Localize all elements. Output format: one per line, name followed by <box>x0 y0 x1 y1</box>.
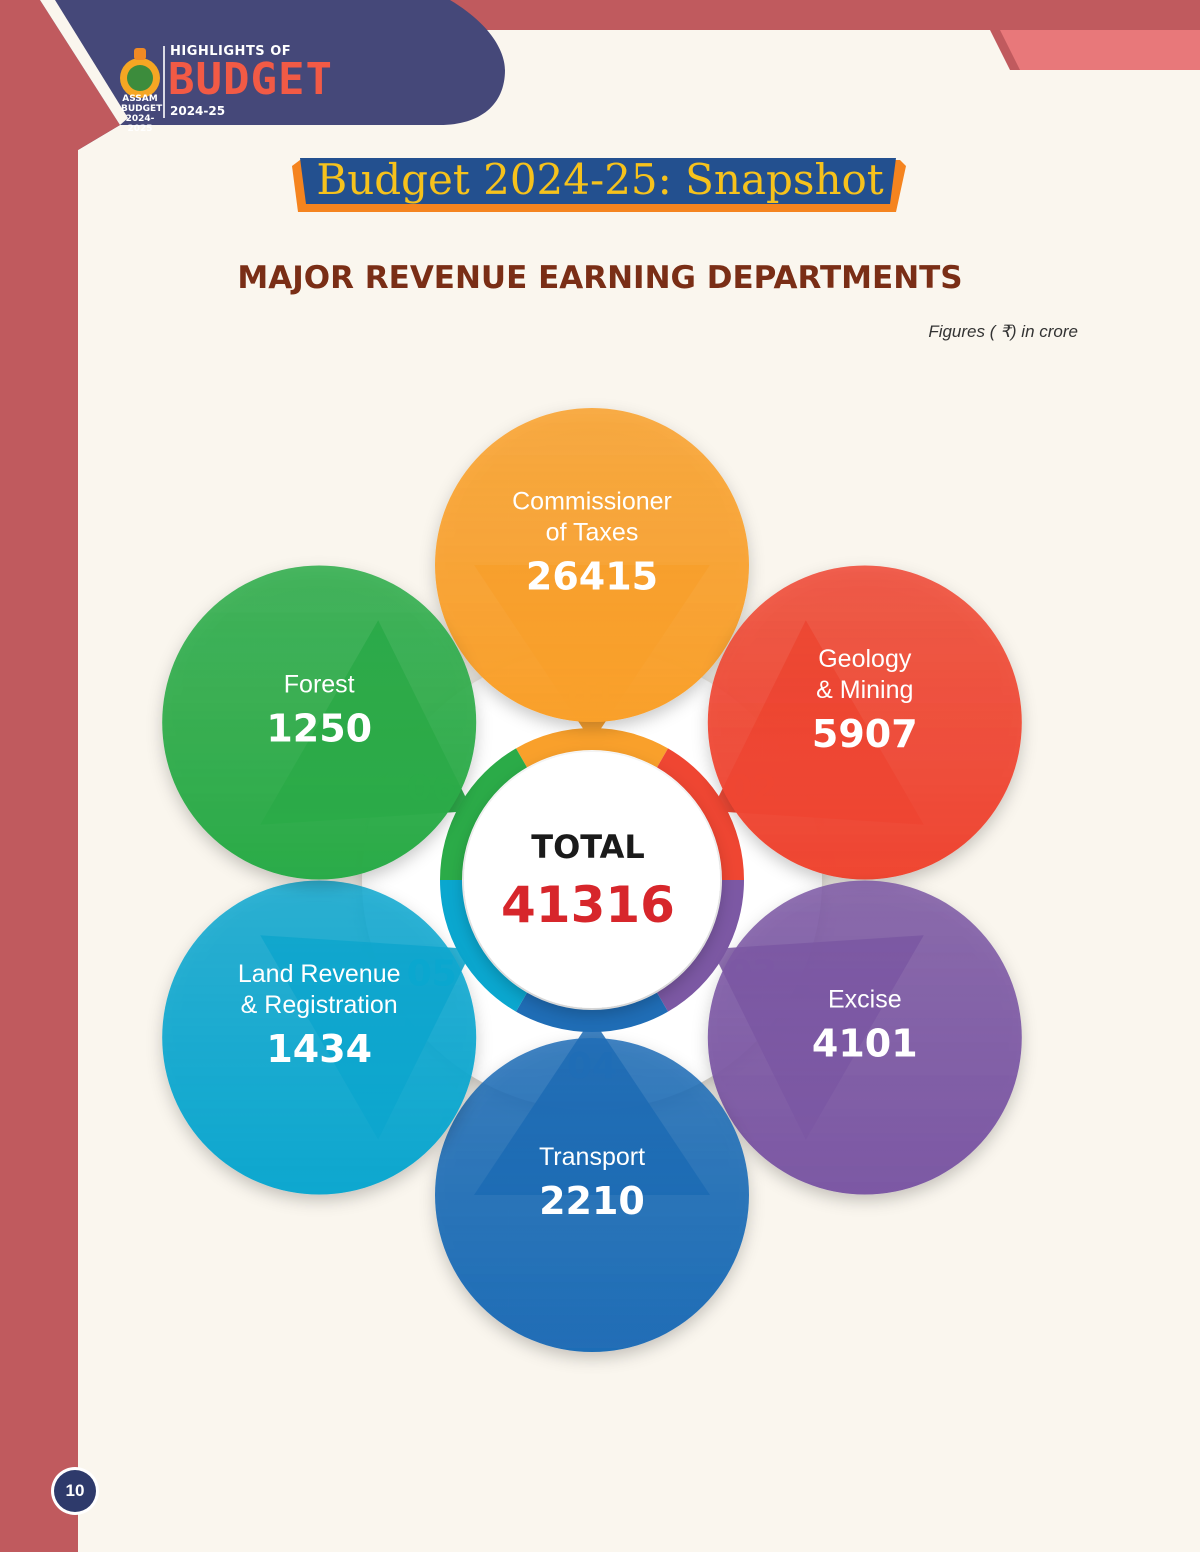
slice-petal-04 <box>435 1038 749 1352</box>
slice-number-01: 01 <box>567 676 617 717</box>
slice-label-02: Geology <box>818 645 912 673</box>
slice-petal-03 <box>707 880 1022 1195</box>
slice-02: Geology & Mining 5907 <box>707 565 1022 880</box>
slice-petal-02 <box>707 565 1022 880</box>
slice-number-06: 06 <box>407 769 457 810</box>
total-value: 41316 <box>501 876 675 934</box>
slice-label-05: Land Revenue <box>238 960 401 988</box>
slice-label-05: & Registration <box>241 991 398 1019</box>
slice-number-04: 04 <box>567 1046 617 1087</box>
slice-petal-06 <box>162 565 477 880</box>
brand-budget-label: BUDGET <box>168 54 333 105</box>
brand-highlights-label: HIGHLIGHTS OF <box>170 44 292 59</box>
total-label: TOTAL <box>531 828 645 866</box>
slice-number-02: 02 <box>727 769 777 810</box>
slice-value-03: 4101 <box>812 1022 918 1066</box>
brand-state-label: ASSAM BUDGET 2024-2025 <box>121 94 163 134</box>
title-banner <box>300 158 896 204</box>
slice-label-04: Transport <box>539 1143 645 1171</box>
slice-label-01: Commissioner <box>512 488 672 516</box>
slice-arc-06 <box>440 748 527 880</box>
slice-label-06: Forest <box>284 671 355 699</box>
slice-03: Excise 4101 <box>707 880 1022 1195</box>
slice-value-04: 2210 <box>539 1179 645 1223</box>
slice-01: Commissioner of Taxes 26415 <box>435 408 749 742</box>
slice-value-05: 1434 <box>266 1027 372 1071</box>
slice-05: Land Revenue & Registration 1434 <box>162 880 477 1195</box>
brand-divider <box>163 46 165 118</box>
center-circle <box>464 752 720 1008</box>
page-number: 10 <box>54 1470 96 1512</box>
slice-value-02: 5907 <box>812 712 918 756</box>
unit-note: Figures ( ₹) in crore <box>928 322 1078 341</box>
slice-label-02: & Mining <box>816 676 913 704</box>
slice-04: Transport 2210 <box>435 1018 749 1352</box>
chart-title: MAJOR REVENUE EARNING DEPARTMENTS <box>237 260 963 296</box>
slice-number-03: 03 <box>727 954 777 995</box>
brand-year-label: 2024-25 <box>170 104 226 118</box>
page-title: Budget 2024-25: Snapshot <box>316 155 884 204</box>
slice-label-03: Excise <box>828 986 902 1014</box>
slice-arc-03 <box>657 880 744 1012</box>
slice-arc-04 <box>516 992 668 1032</box>
slice-label-01: of Taxes <box>546 519 639 547</box>
slice-arc-01 <box>516 727 668 768</box>
slice-arc-05 <box>440 880 527 1012</box>
slice-06: Forest 1250 <box>162 565 477 880</box>
slice-petal-01 <box>435 408 749 722</box>
slice-value-01: 26415 <box>526 555 658 599</box>
slice-value-06: 1250 <box>266 707 372 751</box>
slice-petal-05 <box>162 880 477 1195</box>
slice-arc-02 <box>657 748 744 880</box>
slice-number-05: 05 <box>407 954 457 995</box>
